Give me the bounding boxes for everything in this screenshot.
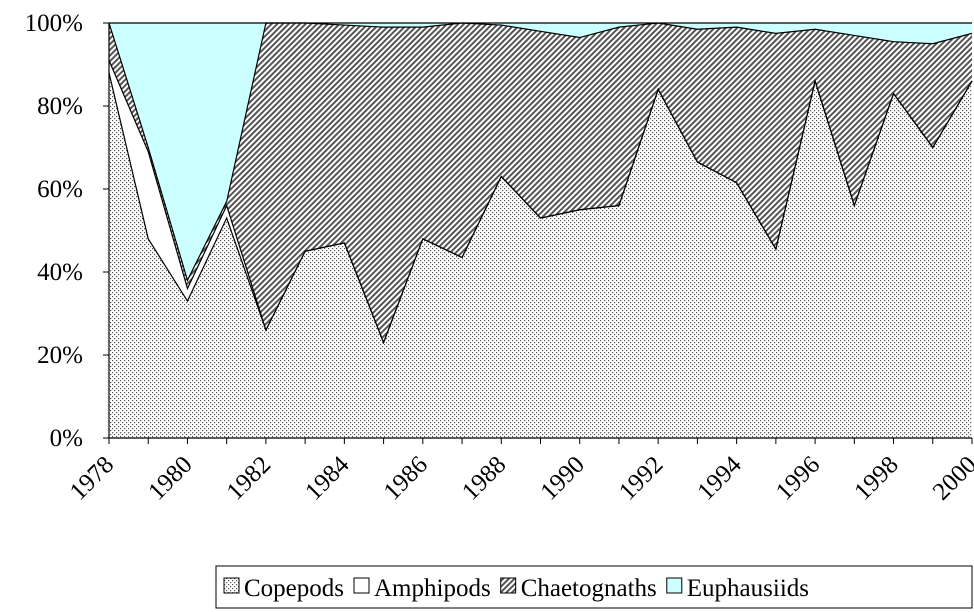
x-tick-label: 1992 (614, 451, 668, 505)
y-tick-label: 0% (50, 425, 83, 452)
legend-label: Copepods (244, 575, 344, 602)
legend-label: Euphausiids (687, 575, 809, 602)
y-tick-label: 80% (37, 93, 83, 120)
x-tick-label: 1980 (143, 451, 197, 505)
x-tick-label: 1988 (457, 451, 511, 505)
legend-swatch (666, 577, 683, 594)
y-tick-label: 100% (25, 10, 83, 37)
legend-swatch (500, 577, 517, 594)
legend-label: Amphipods (374, 575, 491, 602)
legend-label: Chaetognaths (521, 575, 657, 602)
x-tick-label: 1984 (300, 451, 355, 506)
area (109, 23, 972, 281)
y-tick-label: 20% (37, 342, 83, 369)
area (109, 23, 972, 343)
x-tick-label: 1996 (771, 451, 825, 505)
y-tick-label: 60% (37, 176, 83, 203)
area (109, 72, 972, 439)
x-tick-label: 2000 (928, 451, 974, 505)
area-outline (108, 22, 973, 282)
x-tick-label: 1978 (65, 451, 119, 505)
x-tick-label: 1982 (222, 451, 276, 505)
legend-swatch (223, 577, 240, 594)
x-tick-label: 1994 (692, 451, 747, 506)
y-tick-label: 40% (37, 259, 83, 286)
x-tick-label: 1998 (849, 451, 903, 505)
legend-box (215, 565, 973, 609)
area-outline (108, 60, 973, 345)
x-tick-label: 1986 (379, 451, 433, 505)
legend-swatch (353, 577, 370, 594)
x-tick-label: 1990 (536, 451, 590, 505)
